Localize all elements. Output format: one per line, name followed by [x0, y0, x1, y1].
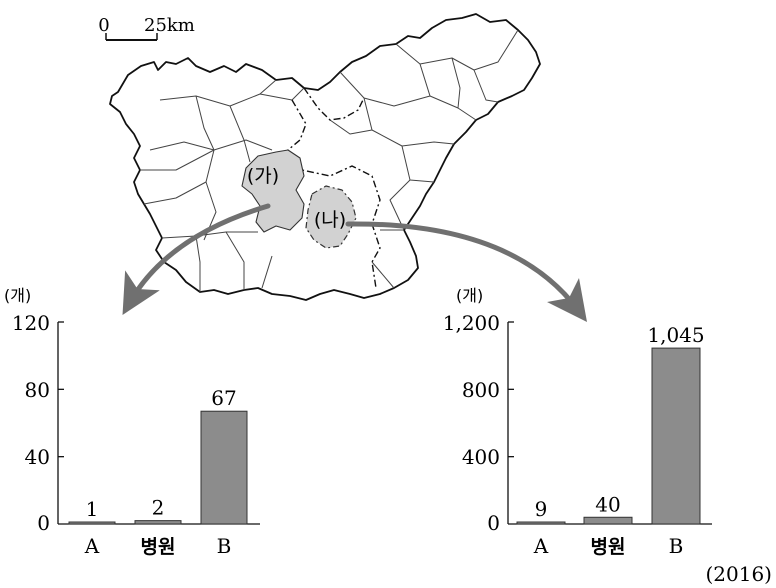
chart-left-value-label: 67 — [211, 386, 236, 410]
region-na-area — [305, 185, 357, 249]
chart-left-bar — [200, 410, 248, 525]
city-boundary-north — [303, 87, 365, 121]
year-note: (2016) — [705, 562, 772, 586]
chart-right-bar — [583, 516, 633, 525]
province-outline — [109, 13, 541, 301]
chart-right-bar — [516, 521, 566, 525]
scale-zero-label: 0 — [98, 15, 109, 36]
chart-left-ytick-label: 80 — [25, 378, 50, 402]
chart-left-category-label: B — [217, 534, 232, 558]
chart-right: (개) 1,200 800 400 0 9 40 1,045 A 병원 B — [443, 286, 712, 558]
chart-right-ytick-label: 400 — [462, 445, 500, 469]
chart-right-category-label: 병원 — [591, 536, 626, 558]
scale-bar: 0 25km — [98, 15, 195, 41]
chart-left-category-label: A — [84, 534, 100, 558]
chart-right-ytick-label: 1,200 — [443, 311, 500, 335]
city-boundary — [287, 99, 381, 289]
arrow-to-right-chart — [345, 221, 588, 322]
chart-left-ytick-label: 120 — [12, 311, 50, 335]
map: 0 25km — [98, 13, 588, 322]
chart-left-value-label: 2 — [152, 496, 165, 520]
region-ga-label: (가) — [247, 165, 279, 187]
chart-right-value-label: 40 — [595, 492, 620, 516]
chart-left-ytick-label: 0 — [37, 511, 50, 535]
chart-right-bar — [651, 347, 701, 525]
chart-left-bar — [68, 521, 116, 525]
chart-left-ytick-label: 40 — [25, 445, 50, 469]
region-ga-area — [241, 149, 305, 233]
scale-distance-label: 25km — [144, 15, 195, 36]
chart-right-ytick-label: 800 — [462, 378, 500, 402]
county-boundaries — [140, 29, 519, 292]
chart-left-unit: (개) — [4, 286, 31, 305]
chart-right-value-label: 1,045 — [647, 323, 704, 347]
arrow-to-left-chart — [122, 203, 271, 315]
chart-left-category-label: 병원 — [141, 536, 176, 558]
region-na-label: (나) — [314, 209, 346, 231]
chart-right-ytick-label: 0 — [487, 511, 500, 535]
chart-right-category-label: A — [533, 534, 549, 558]
chart-right-value-label: 9 — [535, 497, 548, 521]
chart-right-unit: (개) — [456, 286, 483, 305]
chart-right-category-label: B — [669, 534, 684, 558]
chart-left-bar — [134, 520, 182, 525]
chart-left-value-label: 1 — [86, 497, 99, 521]
chart-left: (개) 120 80 40 0 1 2 67 A 병원 B — [4, 286, 260, 558]
